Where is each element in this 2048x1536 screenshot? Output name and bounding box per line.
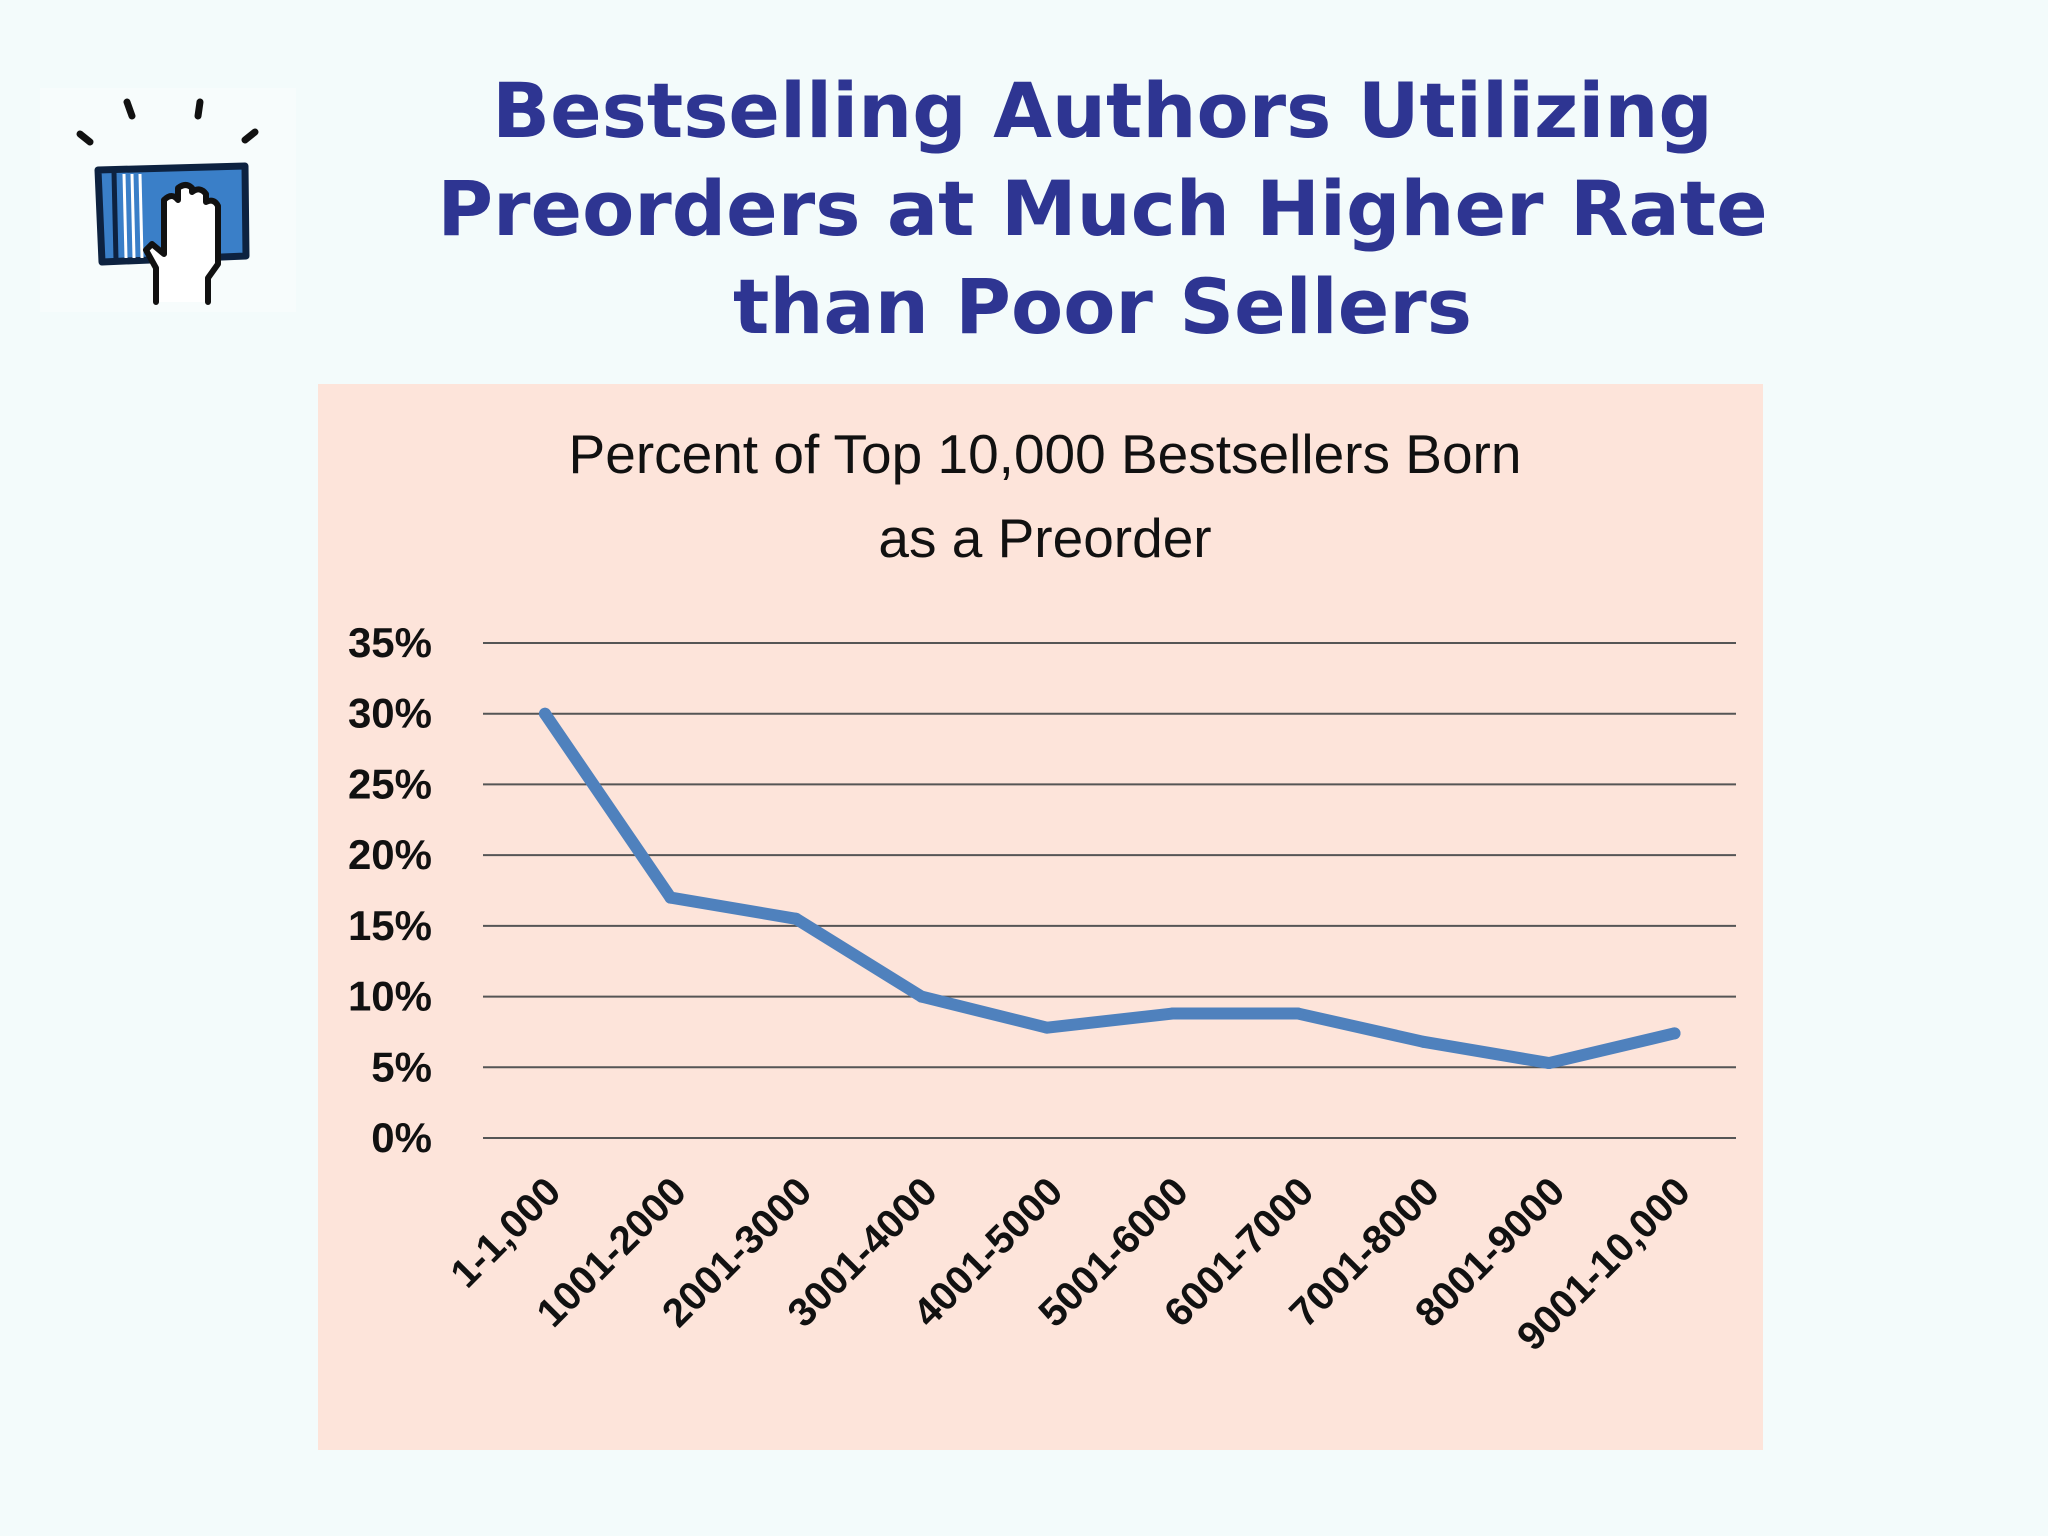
series-line: [539, 707, 1681, 1070]
chart-panel: Percent of Top 10,000 Bestsellers Born as…: [318, 384, 1763, 1450]
data-point: [1166, 1007, 1179, 1020]
y-tick-label: 30%: [348, 690, 432, 737]
data-point: [1417, 1035, 1430, 1048]
data-point: [1668, 1027, 1681, 1040]
y-tick-label: 10%: [348, 973, 432, 1020]
chart-title-line: Percent of Top 10,000 Bestsellers Born: [569, 423, 1522, 485]
data-point: [1292, 1007, 1304, 1020]
y-tick-label: 15%: [348, 902, 432, 949]
data-point: [790, 912, 802, 925]
data-point: [1041, 1021, 1053, 1034]
logo: [40, 88, 296, 312]
data-point: [1543, 1057, 1555, 1070]
slide-title-line: Preorders at Much Higher Rate: [437, 164, 1768, 253]
x-tick-label: 1-1,000: [442, 1169, 569, 1296]
data-point: [664, 891, 677, 904]
hand-on-book-icon: [76, 98, 259, 305]
data-point: [539, 707, 551, 720]
slide-title: Bestselling Authors Utilizing Preorders …: [340, 62, 1865, 356]
slide-title-line: than Poor Sellers: [733, 262, 1472, 351]
line-chart: Percent of Top 10,000 Bestsellers Born as…: [348, 423, 1736, 1359]
y-tick-label: 35%: [348, 619, 432, 666]
y-tick-label: 0%: [371, 1114, 432, 1161]
chart-title-line: as a Preorder: [878, 507, 1211, 569]
slide-title-line: Bestselling Authors Utilizing: [492, 66, 1713, 155]
y-tick-label: 20%: [348, 831, 432, 878]
y-tick-label: 5%: [371, 1043, 432, 1090]
y-tick-label: 25%: [348, 760, 432, 807]
data-point: [915, 990, 928, 1003]
